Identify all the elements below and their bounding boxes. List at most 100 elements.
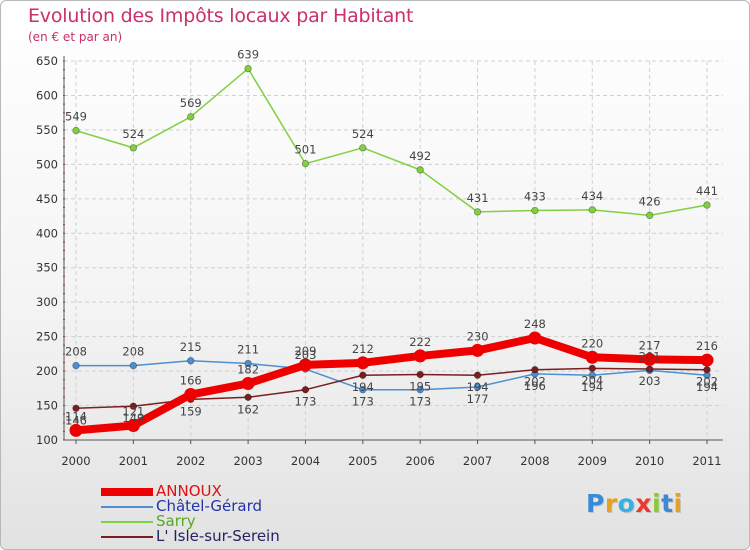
data-point xyxy=(473,208,482,216)
data-label: 211 xyxy=(237,343,259,357)
data-label: 216 xyxy=(696,339,718,353)
data-point xyxy=(645,365,654,373)
logo-letter: o xyxy=(617,489,636,518)
x-tick-label: 2002 xyxy=(176,454,205,468)
data-point xyxy=(703,366,711,374)
data-label: 166 xyxy=(180,374,202,388)
data-point xyxy=(359,371,367,379)
data-point xyxy=(473,383,482,391)
data-label: 209 xyxy=(294,344,316,358)
data-label: 194 xyxy=(352,380,374,394)
data-point xyxy=(129,144,138,152)
data-point xyxy=(356,356,370,370)
data-label: 202 xyxy=(696,375,718,389)
data-label: 162 xyxy=(237,402,259,416)
logo-letter: P xyxy=(586,489,605,518)
data-label: 173 xyxy=(294,395,316,409)
data-label: 215 xyxy=(180,340,202,354)
data-label: 426 xyxy=(639,194,661,208)
data-point xyxy=(588,364,596,373)
series-line-0 xyxy=(72,334,711,435)
data-point xyxy=(531,206,539,215)
data-label: 196 xyxy=(524,379,546,393)
legend-label: L' Isle-sur-Serein xyxy=(156,527,280,545)
data-label: 149 xyxy=(122,411,144,425)
y-tick-label: 650 xyxy=(36,54,58,68)
data-label: 202 xyxy=(524,375,546,389)
data-label: 501 xyxy=(294,143,316,157)
chart-subtitle: (en € et par an) xyxy=(28,30,123,44)
data-label: 194 xyxy=(581,380,603,394)
data-label: 195 xyxy=(409,380,431,394)
y-tick-label: 100 xyxy=(36,433,58,447)
data-label: 173 xyxy=(409,395,431,409)
data-point xyxy=(241,376,255,390)
data-point xyxy=(129,402,138,410)
data-point xyxy=(471,343,485,357)
y-tick-label: 200 xyxy=(36,364,58,378)
logo-letter: x xyxy=(635,489,652,518)
y-tick-label: 150 xyxy=(36,399,58,413)
data-point xyxy=(645,211,654,220)
data-label: 248 xyxy=(524,317,546,331)
data-point xyxy=(585,350,599,364)
data-point xyxy=(359,144,367,152)
data-label: 208 xyxy=(65,345,87,359)
x-tick-label: 2006 xyxy=(406,454,435,468)
data-label: 230 xyxy=(467,329,489,343)
data-point xyxy=(244,393,252,401)
x-tick-label: 2011 xyxy=(692,454,721,468)
data-point xyxy=(588,206,596,214)
data-label: 177 xyxy=(467,392,489,406)
series-line-2 xyxy=(75,67,708,217)
y-tick-label: 350 xyxy=(36,261,58,275)
data-label: 194 xyxy=(696,380,718,394)
data-point xyxy=(413,349,427,363)
x-tick-label: 2005 xyxy=(348,454,377,468)
data-point xyxy=(301,159,310,168)
y-tick-label: 500 xyxy=(36,157,58,171)
data-label: 434 xyxy=(581,189,603,203)
data-label: 549 xyxy=(65,110,87,124)
data-point xyxy=(700,353,714,367)
data-point xyxy=(473,371,482,379)
data-point xyxy=(416,385,424,394)
data-point xyxy=(359,385,367,394)
data-point xyxy=(72,404,80,413)
data-label: 433 xyxy=(524,190,546,204)
data-label: 204 xyxy=(581,373,603,387)
data-label: 203 xyxy=(294,348,316,362)
data-point xyxy=(72,361,80,370)
y-tick-label: 400 xyxy=(36,226,58,240)
data-label: 121 xyxy=(122,405,144,419)
y-tick-label: 300 xyxy=(36,295,58,309)
data-point xyxy=(129,361,138,370)
data-point xyxy=(643,352,657,366)
data-point xyxy=(69,423,83,437)
data-label: 431 xyxy=(467,191,489,205)
y-tick-label: 450 xyxy=(36,192,58,206)
logo-letter: i xyxy=(652,489,662,518)
legend-label: ANNOUX xyxy=(156,482,222,500)
data-label: 220 xyxy=(581,336,603,350)
data-point xyxy=(301,385,310,394)
y-tick-label: 600 xyxy=(36,88,58,102)
data-label: 146 xyxy=(65,413,87,427)
data-label: 173 xyxy=(352,395,374,409)
x-tick-label: 2007 xyxy=(463,454,492,468)
data-label: 201 xyxy=(639,349,661,363)
legend-swatch xyxy=(101,506,153,508)
data-label: 524 xyxy=(122,127,144,141)
data-label: 492 xyxy=(409,149,431,163)
data-label: 524 xyxy=(352,127,374,141)
data-point xyxy=(531,366,539,374)
data-label: 203 xyxy=(639,374,661,388)
x-tick-label: 2000 xyxy=(61,454,90,468)
x-tick-label: 2008 xyxy=(520,454,549,468)
x-tick-label: 2010 xyxy=(635,454,664,468)
data-label: 208 xyxy=(122,345,144,359)
x-tick-label: 2001 xyxy=(119,454,148,468)
data-point xyxy=(244,64,252,73)
